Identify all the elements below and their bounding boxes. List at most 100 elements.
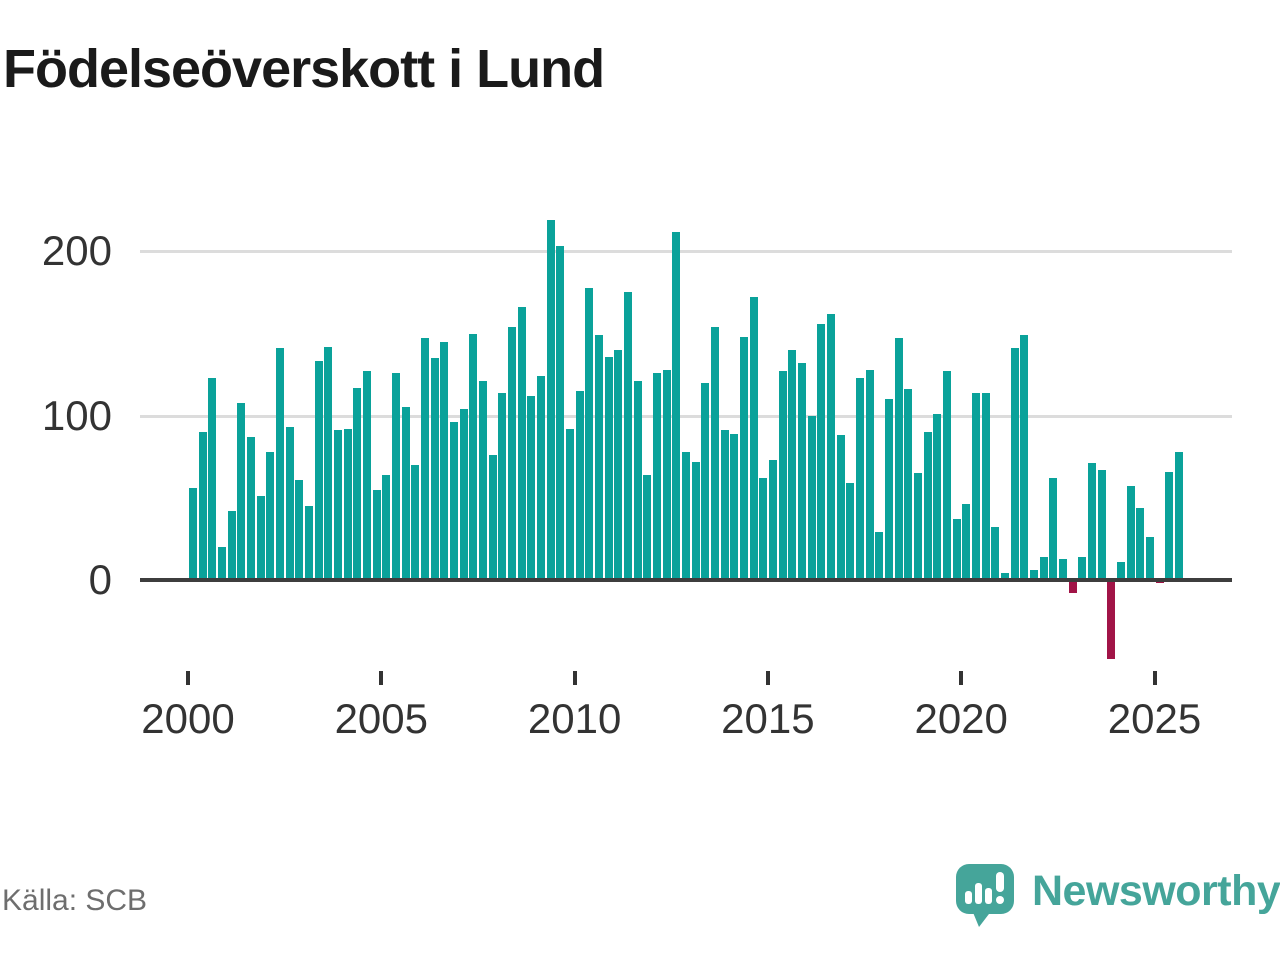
bar-2005-q1	[382, 474, 391, 580]
newsworthy-wordmark: Newsworthy	[1032, 867, 1280, 915]
bar-2016-q4	[836, 435, 845, 580]
bar-2011-q4	[643, 474, 652, 580]
bar-2015-q3	[788, 349, 797, 580]
x-axis-line	[140, 578, 1232, 582]
bar-2004-q2	[353, 387, 362, 580]
bar-2015-q1	[768, 460, 777, 580]
newsworthy-logo-icon	[956, 864, 1014, 914]
bar-2014-q1	[730, 433, 739, 580]
x-axis-tick-label: 2020	[914, 695, 1008, 742]
bar-2004-q1	[343, 428, 352, 580]
bar-2021-q1	[1000, 573, 1009, 580]
bar-2007-q2	[469, 333, 478, 580]
bar-2024-q1	[1116, 561, 1125, 580]
bar-2002-q3	[285, 427, 294, 580]
x-axis-tick-label: 2000	[141, 695, 235, 742]
bar-2025-q3	[1174, 451, 1183, 580]
bar-2002-q1	[266, 451, 275, 580]
bar-2022-q4	[1068, 580, 1077, 594]
bar-2023-q4	[1107, 580, 1116, 659]
bar-2010-q4	[604, 356, 613, 580]
bar-2024-q4	[1145, 537, 1154, 580]
x-axis-tick-label: 2025	[1107, 695, 1202, 742]
bar-2016-q2	[817, 323, 826, 580]
bar-2013-q2	[701, 382, 710, 580]
bar-2021-q2	[1010, 348, 1019, 580]
logo-exclamation-dot-icon	[996, 896, 1004, 904]
bar-2024-q3	[1136, 507, 1145, 580]
bar-2018-q3	[904, 389, 913, 580]
x-axis-tick-label: 2005	[334, 695, 429, 742]
bar-2009-q1	[536, 376, 545, 580]
bar-2016-q3	[826, 313, 835, 580]
newsworthy-logo: Newsworthy	[956, 862, 1280, 932]
bar-2006-q2	[430, 358, 439, 580]
bar-2011-q1	[614, 349, 623, 580]
y-axis-tick-label: 0	[88, 556, 112, 603]
page-title: Födelseöverskott i Lund	[3, 39, 605, 99]
bar-2017-q4	[875, 532, 884, 580]
bar-2023-q1	[1078, 556, 1087, 580]
bar-2017-q2	[855, 377, 864, 580]
gridline-y-200	[140, 250, 1232, 254]
bar-2008-q3	[517, 307, 526, 580]
bar-2017-q3	[865, 369, 874, 580]
bar-2013-q4	[720, 430, 729, 580]
bar-2000-q3	[208, 377, 217, 580]
bar-2009-q3	[556, 246, 565, 580]
x-axis-tick-2000	[186, 671, 190, 685]
bar-2019-q2	[933, 414, 942, 580]
bar-2016-q1	[807, 415, 816, 580]
bar-2005-q3	[401, 407, 410, 580]
bar-2011-q3	[633, 381, 642, 580]
x-axis-tick-2025	[1152, 671, 1157, 685]
bar-2014-q2	[739, 336, 748, 580]
bar-2006-q1	[420, 338, 429, 580]
bar-2009-q4	[565, 428, 574, 580]
bar-2012-q2	[662, 369, 671, 580]
bar-2013-q1	[691, 461, 700, 580]
bar-2008-q4	[527, 395, 536, 580]
bar-2008-q1	[498, 392, 507, 580]
x-axis-tick-2015	[765, 671, 770, 685]
bar-2003-q3	[324, 346, 333, 580]
bar-2002-q2	[275, 348, 284, 580]
logo-exclamation-icon	[996, 872, 1004, 892]
bar-2017-q1	[846, 483, 855, 580]
bar-2021-q3	[1020, 335, 1029, 580]
bar-2023-q3	[1097, 469, 1106, 580]
logo-bar-icon	[975, 883, 982, 904]
bar-2018-q1	[884, 399, 893, 580]
bar-2018-q2	[894, 338, 903, 580]
bar-2010-q1	[575, 391, 584, 580]
x-axis-tick-2010	[572, 671, 577, 685]
bar-2004-q3	[362, 371, 371, 580]
bar-2025-q2	[1165, 471, 1174, 580]
y-axis-tick-label: 100	[41, 391, 112, 439]
bar-2003-q1	[304, 506, 313, 580]
bar-2006-q4	[449, 422, 458, 580]
logo-bar-icon	[985, 888, 992, 904]
bar-2020-q3	[981, 392, 990, 580]
bar-2010-q2	[585, 287, 594, 580]
bar-2000-q1	[189, 487, 197, 580]
bar-2011-q2	[623, 292, 632, 580]
bar-2019-q1	[923, 432, 932, 580]
bar-2001-q4	[256, 496, 265, 580]
bar-2003-q4	[333, 430, 342, 580]
x-axis-tick-label: 2010	[527, 695, 622, 742]
bar-2008-q2	[507, 326, 516, 580]
bar-2018-q4	[913, 473, 922, 580]
bar-2000-q2	[198, 432, 207, 580]
logo-speech-bubble-tail	[972, 910, 992, 927]
bar-2005-q4	[411, 464, 420, 580]
x-axis-tick-2020	[959, 671, 964, 685]
bar-2007-q4	[488, 455, 497, 580]
bar-2004-q4	[372, 489, 381, 580]
bar-2012-q3	[672, 231, 681, 580]
bar-2019-q4	[952, 519, 961, 580]
bar-2020-q4	[991, 527, 1000, 580]
bar-2020-q1	[962, 504, 971, 580]
source-label: Källa: SCB	[2, 884, 148, 917]
